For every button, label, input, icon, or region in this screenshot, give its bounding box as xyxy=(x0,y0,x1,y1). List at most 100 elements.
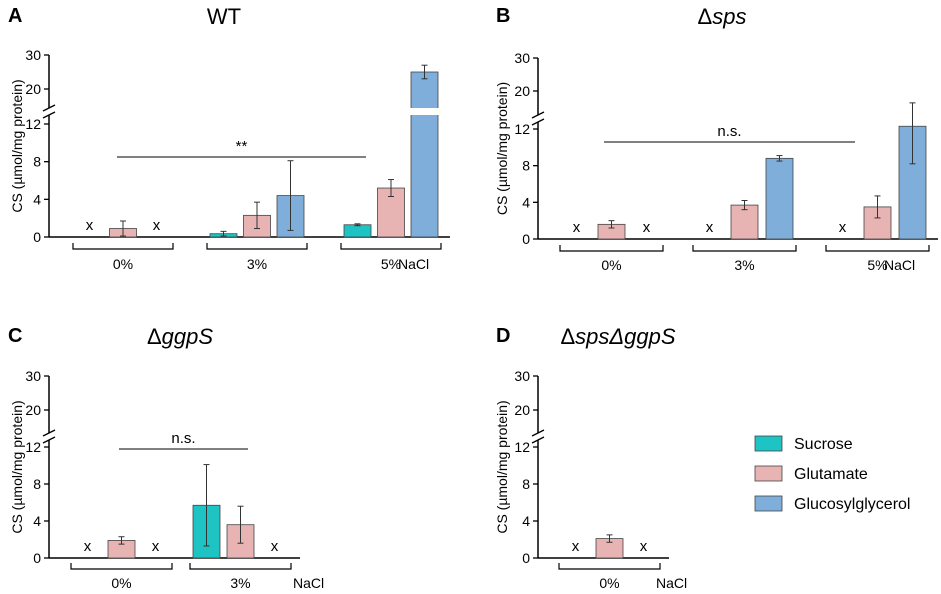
nacl-label: NaCl xyxy=(884,257,915,273)
y-tick-label: 0 xyxy=(522,231,530,247)
bar-break-gap xyxy=(410,108,439,115)
panel-title: Δsps xyxy=(698,4,747,29)
y-tick-label: 30 xyxy=(25,47,41,63)
legend-swatch-glucosylglycerol xyxy=(754,495,783,512)
category-label: 0% xyxy=(111,575,131,591)
category-label: 0% xyxy=(599,575,619,591)
group-bracket xyxy=(189,563,292,570)
y-tick-label: 4 xyxy=(33,513,41,529)
legend: Sucrose Glutamate Glucosylglycerol xyxy=(754,435,910,513)
panel-title: WT xyxy=(207,4,241,29)
title-delta: Δ xyxy=(560,324,575,349)
significance-label: ** xyxy=(236,138,248,155)
y-tick-label: 20 xyxy=(25,81,41,97)
legend-label-glucosylglycerol: Glucosylglycerol xyxy=(794,496,910,513)
absent-marker: x xyxy=(271,538,279,555)
y-tick-label: 0 xyxy=(33,229,41,245)
group-bracket xyxy=(70,563,173,570)
group-bracket xyxy=(206,243,308,250)
title-genotype: spsΔggpS xyxy=(575,324,676,349)
panel-letter: A xyxy=(8,5,22,27)
bar-sucrose xyxy=(343,224,372,238)
nacl-label: NaCl xyxy=(293,575,324,591)
nacl-label: NaCl xyxy=(398,256,429,272)
axis-break-mark xyxy=(531,436,545,444)
group-bracket xyxy=(559,245,664,252)
y-tick-label: 8 xyxy=(522,158,530,174)
axis-break-mark xyxy=(42,104,56,112)
absent-marker: x xyxy=(84,538,92,555)
y-tick-label: 20 xyxy=(514,83,530,99)
title-genotype: sps xyxy=(712,4,746,29)
y-tick-label: 12 xyxy=(25,439,41,455)
y-tick-label: 12 xyxy=(25,116,41,132)
bar-glucosylglycerol xyxy=(765,157,794,240)
title-delta: Δ xyxy=(147,324,162,349)
absent-marker: x xyxy=(640,538,648,555)
y-axis-label: CS (µmol/mg protein) xyxy=(494,400,510,533)
category-label: 3% xyxy=(734,257,754,273)
panel-b: B Δsps CS (µmol/mg protein) 0 4 8 12 20 30 x x 0% x 3… xyxy=(494,4,938,273)
axis-break-mark xyxy=(531,111,545,119)
y-axis-label: CS (µmol/mg protein) xyxy=(9,79,25,212)
y-tick-label: 8 xyxy=(33,476,41,492)
y-axis-label: CS (µmol/mg protein) xyxy=(9,400,25,533)
y-tick-label: 30 xyxy=(25,368,41,384)
legend-label-glutamate: Glutamate xyxy=(794,466,868,483)
absent-marker: x xyxy=(86,217,94,234)
y-tick-label: 20 xyxy=(25,402,41,418)
y-tick-label: 8 xyxy=(33,154,41,170)
absent-marker: x xyxy=(153,217,161,234)
y-tick-label: 4 xyxy=(522,194,530,210)
panel-letter: C xyxy=(8,325,22,347)
axis-break-mark xyxy=(42,436,56,444)
panel-a: A WT CS (µmol/mg protein) 0 4 8 12 20 30 x x 0% 3% 5%… xyxy=(8,4,450,272)
category-label: 5% xyxy=(381,256,401,272)
y-tick-label: 4 xyxy=(33,191,41,207)
category-label: 0% xyxy=(601,257,621,273)
category-label: 5% xyxy=(867,257,887,273)
absent-marker: x xyxy=(572,538,580,555)
legend-swatch-glutamate xyxy=(754,465,783,482)
nacl-label: NaCl xyxy=(656,575,687,591)
title-genotype: ggpS xyxy=(162,324,214,349)
group-bracket xyxy=(340,243,442,250)
panel-title: ΔggpS xyxy=(147,324,213,349)
bar-glucosylglycerol xyxy=(410,71,439,238)
group-bracket xyxy=(692,245,797,252)
significance-label: n.s. xyxy=(717,123,741,140)
absent-marker: x xyxy=(839,219,847,236)
y-tick-label: 4 xyxy=(522,513,530,529)
panel-letter: D xyxy=(496,325,510,347)
y-axis-label: CS (µmol/mg protein) xyxy=(494,82,510,215)
category-label: 0% xyxy=(113,256,133,272)
significance-label: n.s. xyxy=(171,430,195,447)
group-bracket xyxy=(558,563,661,570)
absent-marker: x xyxy=(643,219,651,236)
y-tick-label: 0 xyxy=(522,550,530,566)
y-tick-label: 12 xyxy=(514,121,530,137)
panel-d: D ΔspsΔggpS CS (µmol/mg protein) 0 4 8 12 20 30 x… xyxy=(494,324,687,591)
absent-marker: x xyxy=(152,538,160,555)
panel-c: C ΔggpS CS (µmol/mg protein) 0 4 8 12 20 30 x x 0% x… xyxy=(8,324,324,591)
legend-label-sucrose: Sucrose xyxy=(794,436,853,453)
title-delta: Δ xyxy=(698,4,713,29)
category-label: 3% xyxy=(247,256,267,272)
panel-letter: B xyxy=(496,5,510,27)
y-tick-label: 30 xyxy=(514,50,530,66)
absent-marker: x xyxy=(706,219,714,236)
y-tick-label: 12 xyxy=(514,439,530,455)
y-tick-label: 8 xyxy=(522,476,530,492)
y-tick-label: 20 xyxy=(514,402,530,418)
group-bracket xyxy=(72,243,174,250)
panel-title: ΔspsΔggpS xyxy=(560,324,675,349)
bar-glutamate xyxy=(730,204,759,240)
axis-break-mark xyxy=(42,429,56,437)
axis-break-mark xyxy=(531,429,545,437)
axis-break-mark xyxy=(42,111,56,119)
category-label: 3% xyxy=(230,575,250,591)
legend-swatch-sucrose xyxy=(754,435,783,452)
y-tick-label: 0 xyxy=(33,550,41,566)
group-bracket xyxy=(825,245,930,252)
